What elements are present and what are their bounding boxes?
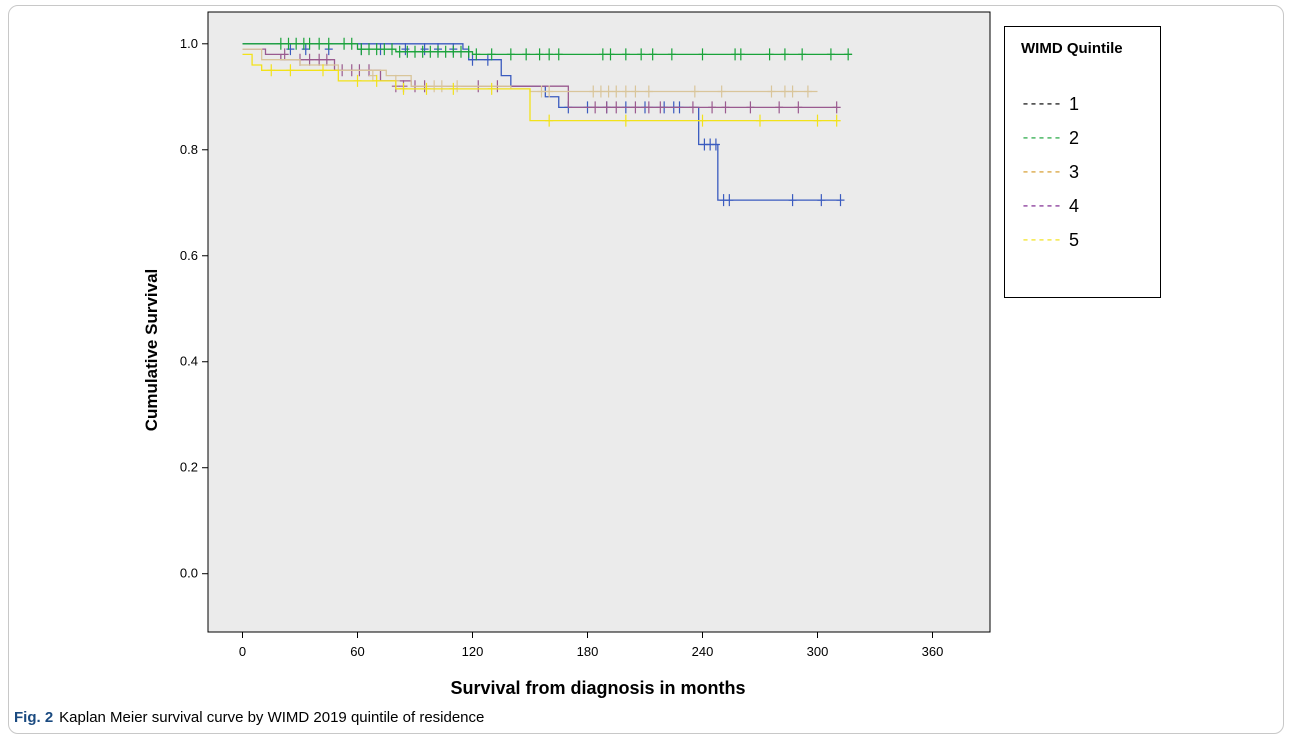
legend-label: 4 — [1069, 196, 1079, 217]
x-tick-label: 240 — [692, 644, 714, 659]
legend-entry: ----- 5 — [1021, 227, 1079, 253]
y-tick-label: 0.4 — [180, 354, 198, 369]
y-tick-label: 0.2 — [180, 460, 198, 475]
legend-swatch: ----- — [1021, 96, 1061, 113]
x-tick-label: 0 — [239, 644, 246, 659]
legend-title: WIMD Quintile — [1021, 37, 1151, 61]
legend-swatch: ----- — [1021, 164, 1061, 181]
legend-swatch: ----- — [1021, 232, 1061, 249]
caption-text: Kaplan Meier survival curve by WIMD 2019… — [59, 709, 484, 726]
plot-area — [208, 12, 990, 632]
x-tick-label: 60 — [350, 644, 364, 659]
y-tick-label: 1.0 — [180, 36, 198, 51]
figure-caption: Fig. 2 Kaplan Meier survival curve by WIM… — [14, 709, 484, 726]
x-tick-label: 360 — [922, 644, 944, 659]
x-tick-label: 300 — [807, 644, 829, 659]
legend-label: 5 — [1069, 230, 1079, 251]
legend-label: 3 — [1069, 162, 1079, 183]
legend-entry: ----- 2 — [1021, 125, 1079, 151]
legend-entry: ----- 4 — [1021, 193, 1079, 219]
x-tick-label: 180 — [577, 644, 599, 659]
legend-entry: ----- 1 — [1021, 91, 1079, 117]
legend-swatch: ----- — [1021, 198, 1061, 215]
figure-number: Fig. 2 — [14, 709, 53, 726]
legend-swatch: ----- — [1021, 130, 1061, 147]
legend-label: 2 — [1069, 128, 1079, 149]
x-tick-label: 120 — [462, 644, 484, 659]
y-tick-label: 0.6 — [180, 248, 198, 263]
legend-entry: ----- 3 — [1021, 159, 1079, 185]
legend-label: 1 — [1069, 94, 1079, 115]
y-tick-label: 0.0 — [180, 566, 198, 581]
x-axis-label: Survival from diagnosis in months — [450, 678, 745, 698]
y-axis-label: Cumulative Survival — [142, 269, 161, 432]
y-tick-label: 0.8 — [180, 142, 198, 157]
legend: WIMD Quintile ----- 1 ----- 2 ----- 3 ----- 4 --… — [1004, 26, 1161, 298]
